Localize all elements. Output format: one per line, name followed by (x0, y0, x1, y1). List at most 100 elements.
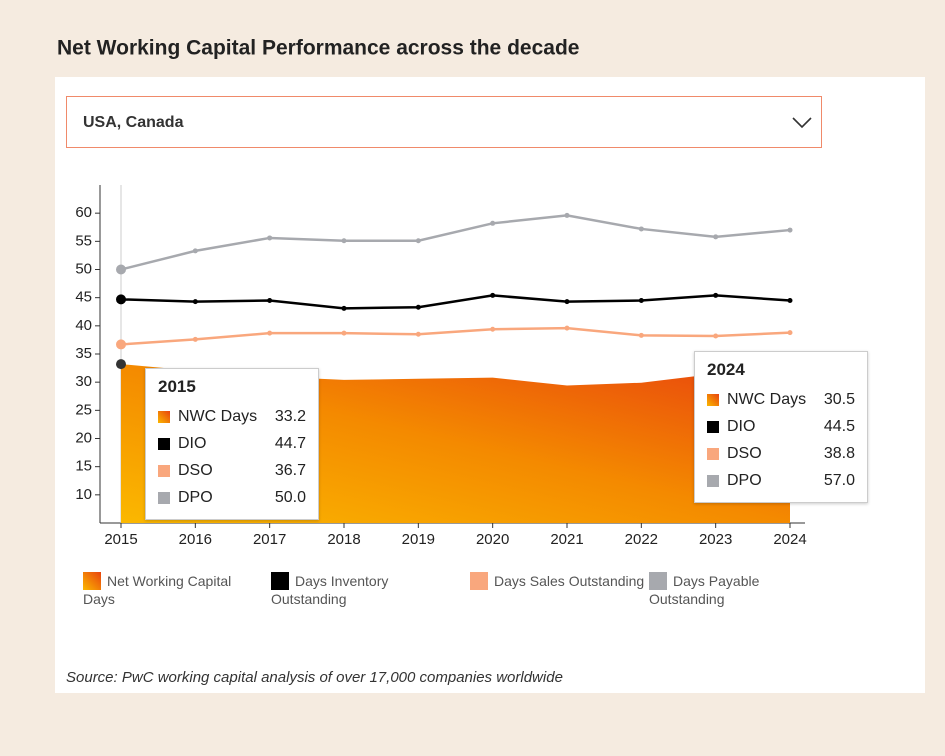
tooltip-label: NWC Days (727, 390, 807, 408)
tooltip-row: NWC Days 33.2 (158, 403, 306, 430)
x-tick-label: 2017 (253, 531, 286, 548)
point (341, 305, 347, 311)
point (564, 299, 570, 305)
point (415, 331, 421, 337)
point (192, 299, 198, 305)
legend-label: Days Payable Outstanding (649, 573, 760, 607)
tooltip-value: 36.7 (274, 461, 306, 479)
x-tick-label: 2023 (699, 531, 732, 548)
tooltip-label: DSO (178, 461, 213, 479)
line (120, 294, 791, 310)
tooltip: 2024 NWC Days 30.5 DIO 44.5 DSO 38.8 DPO 57.0 (694, 351, 868, 503)
swatch (158, 464, 170, 477)
point (713, 333, 719, 339)
point (638, 332, 644, 338)
tooltip-label: DIO (178, 434, 207, 452)
tooltip-row: DIO 44.7 (158, 430, 306, 457)
swatch (707, 393, 719, 406)
legend-label: Net Working Capital Days (83, 573, 232, 607)
chevron (792, 117, 812, 129)
tooltip-label: DSO (727, 444, 762, 462)
legend-swatch (649, 572, 667, 590)
tooltip-value: 30.5 (823, 390, 855, 408)
point (787, 227, 793, 233)
hover-point (116, 294, 126, 305)
legend-swatch (83, 572, 101, 590)
legend-item: Days Sales Outstanding (470, 572, 645, 590)
hover-point (116, 359, 126, 370)
point (713, 292, 719, 298)
hover-point (116, 264, 126, 275)
point (490, 220, 496, 226)
tooltip-label: DPO (727, 471, 762, 489)
x-tick-label: 2020 (476, 531, 509, 548)
tooltip-label: DPO (178, 488, 213, 506)
point (564, 325, 570, 331)
tooltip-value: 44.7 (274, 434, 306, 452)
tooltip-row: DPO 50.0 (158, 484, 306, 511)
point (713, 234, 719, 240)
legend-swatch (470, 572, 488, 590)
tooltip-row: DSO 38.8 (707, 440, 855, 467)
tooltip-title: 2024 (707, 360, 745, 379)
tooltip-value: 38.8 (823, 444, 855, 462)
swatch (707, 447, 719, 460)
tooltip: 2015 NWC Days 33.2 DIO 44.7 DSO 36.7 DPO 50.0 (145, 368, 319, 520)
region-dropdown[interactable]: USA, Canada (66, 96, 822, 148)
tooltip-value: 50.0 (274, 488, 306, 506)
point (192, 248, 198, 254)
swatch (158, 491, 170, 504)
swatch (707, 474, 719, 487)
tooltip-row: NWC Days 30.5 (707, 386, 855, 413)
chart-title: Net Working Capital Performance across t… (57, 37, 579, 60)
y-tick-label: 55 (75, 232, 92, 249)
tooltip-title: 2015 (158, 377, 196, 396)
y-tick-label: 10 (75, 486, 92, 503)
y-tick-label: 20 (75, 429, 92, 446)
point (341, 330, 347, 336)
swatch (707, 420, 719, 433)
y-tick-label: 60 (75, 204, 92, 221)
legend-item: Net Working Capital Days (83, 572, 258, 608)
tooltip-row: DPO 57.0 (707, 467, 855, 494)
source: Source: PwC working capital analysis of … (66, 669, 563, 686)
legend-item: Days Payable Outstanding (649, 572, 824, 608)
x-tick-label: 2022 (625, 531, 658, 548)
y-tick-label: 30 (75, 373, 92, 390)
dropdown-value: USA, Canada (83, 114, 184, 131)
point (787, 297, 793, 303)
x-tick-label: 2024 (773, 531, 806, 548)
hover-point (116, 339, 126, 350)
x-tick-label: 2015 (104, 531, 137, 548)
swatch (158, 437, 170, 450)
x-tick-label: 2019 (402, 531, 435, 548)
y-tick-label: 35 (75, 345, 92, 362)
y-tick-label: 25 (75, 401, 92, 418)
point (341, 238, 347, 244)
x-tick-label: 2018 (327, 531, 360, 548)
point (267, 330, 273, 336)
legend-label: Days Inventory Outstanding (271, 573, 389, 607)
x-tick-label: 2016 (179, 531, 212, 548)
x-tick-label: 2021 (550, 531, 583, 548)
point (564, 212, 570, 218)
tooltip-value: 33.2 (274, 407, 306, 425)
point (490, 292, 496, 298)
point (638, 226, 644, 232)
line (120, 214, 791, 271)
tooltip-label: DIO (727, 417, 756, 435)
point (415, 304, 421, 310)
point (192, 336, 198, 342)
legend-item: Days Inventory Outstanding (271, 572, 446, 608)
line (120, 326, 791, 346)
point (490, 326, 496, 332)
tooltip-row: DSO 36.7 (158, 457, 306, 484)
tooltip-value: 44.5 (823, 417, 855, 435)
legend-swatch (271, 572, 289, 590)
point (787, 330, 793, 336)
point (638, 297, 644, 303)
y-tick-label: 40 (75, 317, 92, 334)
point (415, 238, 421, 244)
tooltip-row: DIO 44.5 (707, 413, 855, 440)
